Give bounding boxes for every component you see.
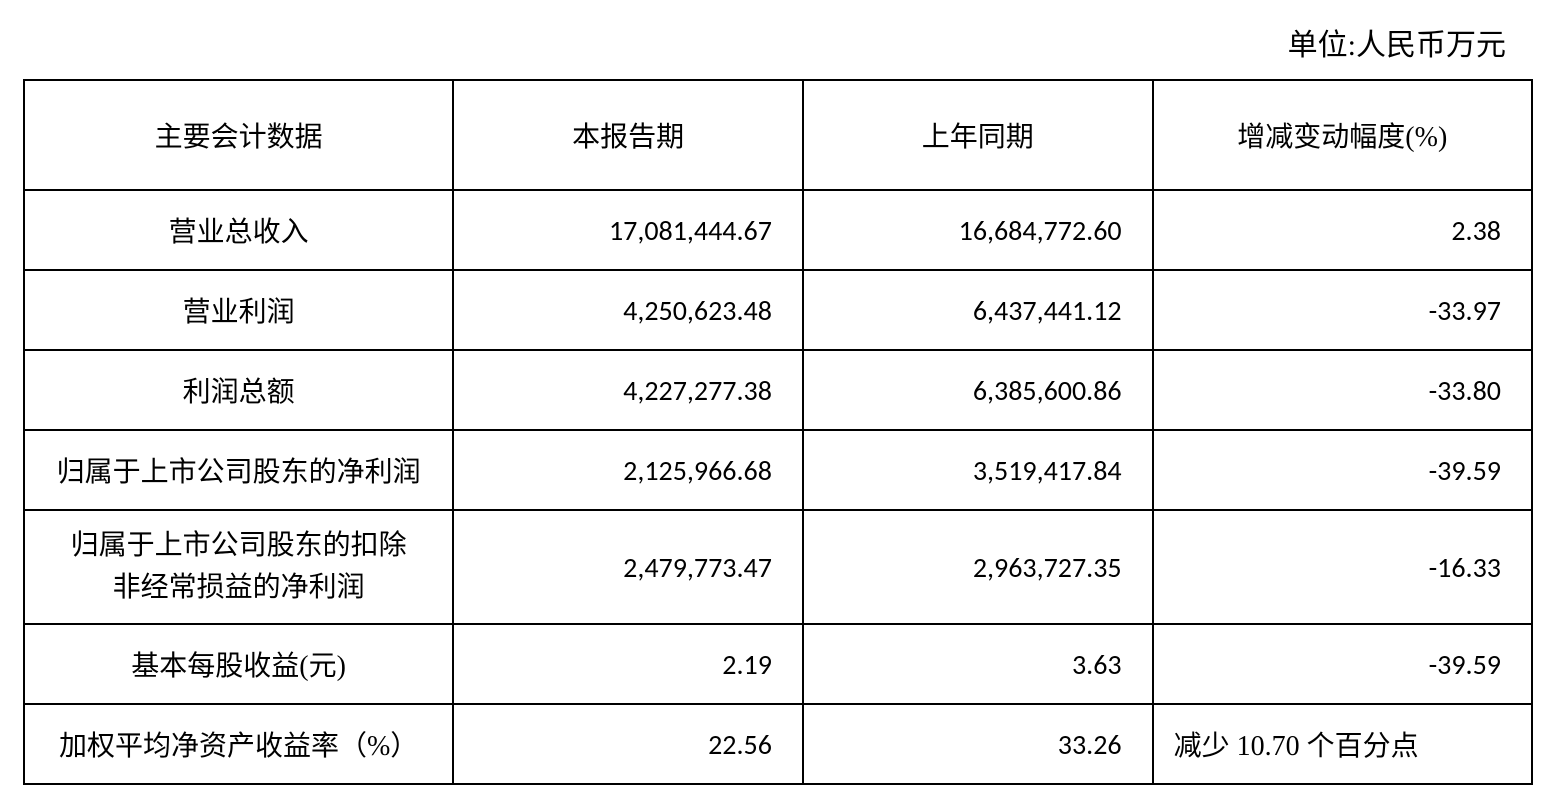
row-change: -16.33 — [1153, 510, 1532, 624]
row-change: -39.59 — [1153, 624, 1532, 704]
row-current: 4,250,623.48 — [453, 270, 803, 350]
row-label-line2: 非经常损益的净利润 — [113, 572, 365, 603]
table-row: 加权平均净资产收益率（%） 22.56 33.26 减少 10.70 个百分点 — [24, 704, 1532, 784]
col-header-previous: 上年同期 — [803, 80, 1153, 190]
col-header-metric: 主要会计数据 — [24, 80, 453, 190]
col-header-current: 本报告期 — [453, 80, 803, 190]
row-previous: 3.63 — [803, 624, 1153, 704]
table-row: 归属于上市公司股东的净利润 2,125,966.68 3,519,417.84 … — [24, 430, 1532, 510]
row-label: 利润总额 — [24, 350, 453, 430]
row-current: 2.19 — [453, 624, 803, 704]
row-previous: 6,437,441.12 — [803, 270, 1153, 350]
row-change: 减少 10.70 个百分点 — [1153, 704, 1532, 784]
row-label: 营业利润 — [24, 270, 453, 350]
row-previous: 2,963,727.35 — [803, 510, 1153, 624]
row-label: 加权平均净资产收益率（%） — [24, 704, 453, 784]
row-label: 归属于上市公司股东的净利润 — [24, 430, 453, 510]
row-label: 归属于上市公司股东的扣除 非经常损益的净利润 — [24, 510, 453, 624]
row-change: -33.80 — [1153, 350, 1532, 430]
table-row: 营业利润 4,250,623.48 6,437,441.12 -33.97 — [24, 270, 1532, 350]
row-change: -33.97 — [1153, 270, 1532, 350]
row-current: 17,081,444.67 — [453, 190, 803, 270]
table-row: 基本每股收益(元) 2.19 3.63 -39.59 — [24, 624, 1532, 704]
row-change: -39.59 — [1153, 430, 1532, 510]
table-row: 利润总额 4,227,277.38 6,385,600.86 -33.80 — [24, 350, 1532, 430]
row-current: 2,479,773.47 — [453, 510, 803, 624]
table-header-row: 主要会计数据 本报告期 上年同期 增减变动幅度(%) — [24, 80, 1532, 190]
unit-label: 单位:人民币万元 — [20, 20, 1536, 79]
row-previous: 3,519,417.84 — [803, 430, 1153, 510]
col-header-change: 增减变动幅度(%) — [1153, 80, 1532, 190]
row-label-line1: 归属于上市公司股东的扣除 — [71, 530, 407, 561]
financial-table: 主要会计数据 本报告期 上年同期 增减变动幅度(%) 营业总收入 17,081,… — [23, 79, 1533, 785]
row-current: 4,227,277.38 — [453, 350, 803, 430]
table-row: 营业总收入 17,081,444.67 16,684,772.60 2.38 — [24, 190, 1532, 270]
row-current: 2,125,966.68 — [453, 430, 803, 510]
row-previous: 16,684,772.60 — [803, 190, 1153, 270]
row-previous: 6,385,600.86 — [803, 350, 1153, 430]
table-row: 归属于上市公司股东的扣除 非经常损益的净利润 2,479,773.47 2,96… — [24, 510, 1532, 624]
row-label: 营业总收入 — [24, 190, 453, 270]
row-previous: 33.26 — [803, 704, 1153, 784]
row-label: 基本每股收益(元) — [24, 624, 453, 704]
row-current: 22.56 — [453, 704, 803, 784]
row-change: 2.38 — [1153, 190, 1532, 270]
